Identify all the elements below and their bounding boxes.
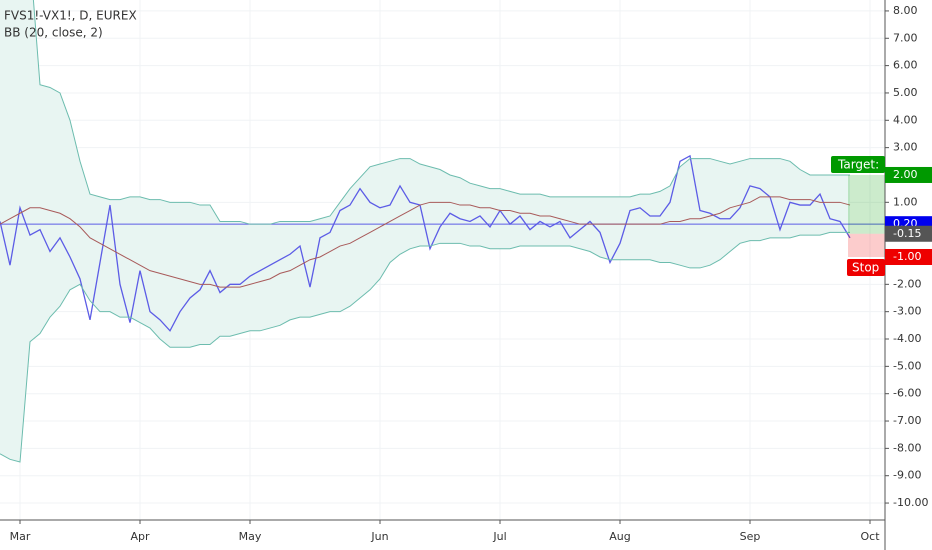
price-badge-label: -1.00	[893, 250, 921, 263]
x-tick-label: May	[239, 530, 262, 543]
target-label: Target:	[837, 157, 879, 171]
x-tick-label: Oct	[860, 530, 880, 543]
stop-label-box	[847, 258, 885, 276]
y-tick-label: 1.00	[893, 195, 918, 208]
target-label-box	[831, 155, 885, 173]
y-tick-label: -2.00	[893, 277, 921, 290]
y-tick-label: -8.00	[893, 441, 921, 454]
band-fill	[0, 0, 850, 463]
x-tick-label: Jun	[370, 530, 388, 543]
series-line	[0, 154, 851, 332]
y-tick-label: 4.00	[893, 113, 918, 126]
stop-label: Stop	[852, 260, 879, 274]
y-tick-label: 6.00	[893, 59, 918, 72]
axis-labels: 8.00 7.00 6.00 5.00 4.00 3.00 1.00 -2.00 -3.00 -4…	[10, 4, 929, 543]
y-tick-label: 3.00	[893, 141, 918, 154]
y-tick-label: -4.00	[893, 332, 921, 345]
series-line	[32, 0, 850, 225]
x-tick-label: Jul	[492, 530, 506, 543]
y-tick-label: 8.00	[893, 4, 918, 17]
y-tick-label: 5.00	[893, 86, 918, 99]
price-badge	[885, 225, 932, 242]
x-tick-label: Mar	[10, 530, 31, 543]
x-tick-label: Aug	[609, 530, 630, 543]
price-badge-label: 2.00	[893, 168, 918, 181]
y-tick-label: -10.00	[893, 496, 928, 509]
price-badge	[885, 248, 932, 265]
stop-zone	[848, 233, 885, 257]
y-tick-label: -6.00	[893, 387, 921, 400]
y-tick-label: -7.00	[893, 414, 921, 427]
y-tick-label: -5.00	[893, 359, 921, 372]
series-line	[0, 196, 851, 288]
target-zone	[848, 174, 885, 234]
x-tick-label: Sep	[740, 530, 761, 543]
series-line	[0, 231, 850, 463]
price-badge	[885, 166, 932, 183]
plot	[0, 0, 885, 463]
chart-subtitle: BB (20, close, 2)	[4, 26, 103, 40]
y-tick-label: -9.00	[893, 469, 921, 482]
price-badge-label: -0.15	[893, 227, 921, 240]
y-tick-label: -3.00	[893, 305, 921, 318]
y-tick-label: 7.00	[893, 31, 918, 44]
x-tick-label: Apr	[130, 530, 150, 543]
chart-title: FVS1!-VX1!, D, EUREX	[4, 9, 137, 23]
